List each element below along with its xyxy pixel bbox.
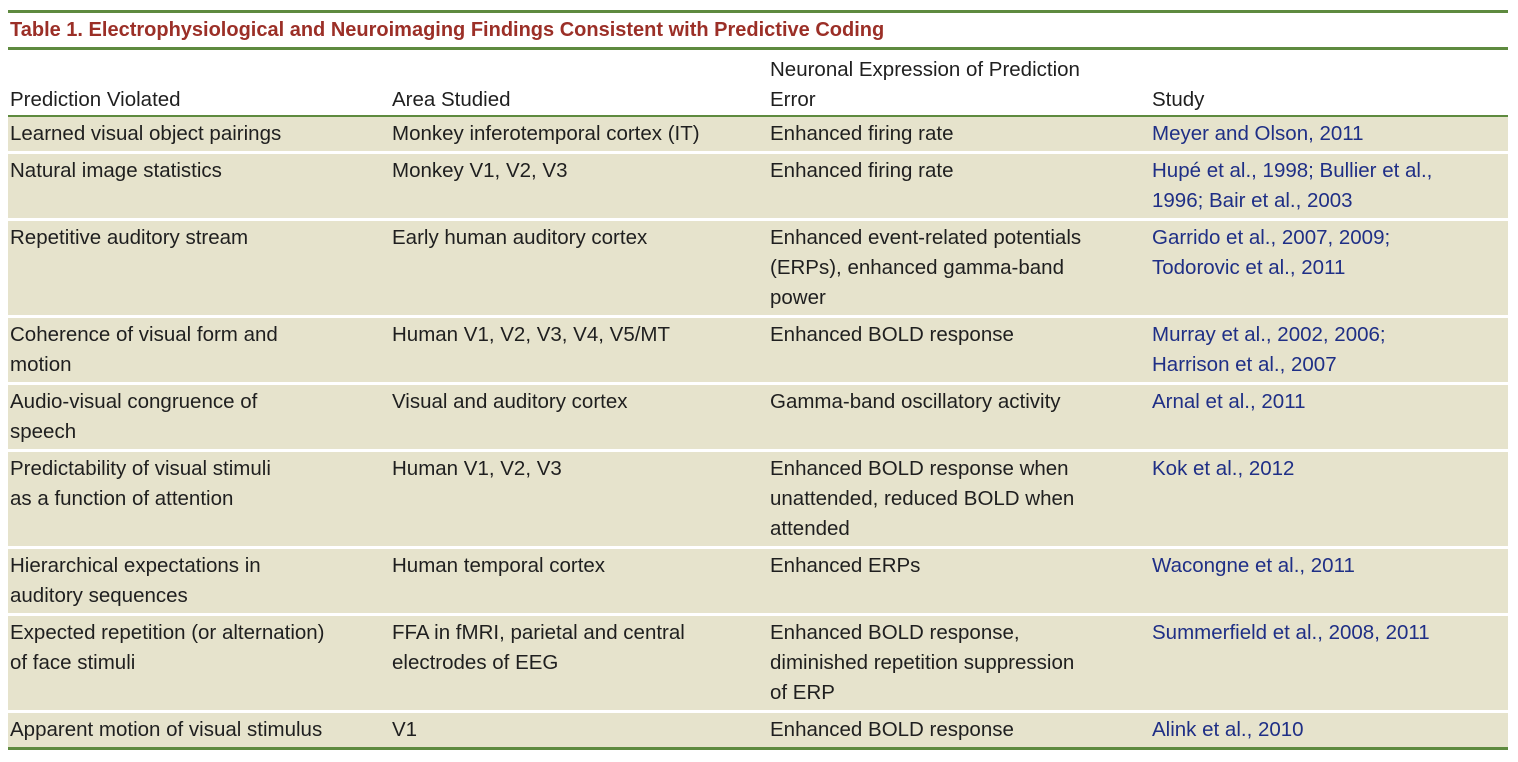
cell-neuronal-expression: Enhanced BOLD response when unattended, … <box>768 450 1150 549</box>
cell-prediction-violated: Repetitive auditory stream <box>8 219 390 318</box>
cell-prediction-violated: Hierarchical expectations in auditory se… <box>8 547 390 616</box>
table-header: Prediction Violated Area Studied Neurona… <box>8 50 1508 117</box>
citation-link[interactable]: Arnal et al., 2011 <box>1150 383 1508 452</box>
cell-prediction-violated: Natural image statistics <box>8 152 390 221</box>
table-body: Learned visual object pairings Monkey in… <box>8 116 1508 750</box>
cell-prediction-violated: Learned visual object pairings <box>8 116 390 154</box>
caption-rule <box>8 47 1508 50</box>
top-rule <box>8 10 1508 13</box>
column-header-study: Study <box>1150 50 1508 117</box>
citation-link[interactable]: Wacongne et al., 2011 <box>1150 547 1508 616</box>
cell-neuronal-expression: Enhanced BOLD response <box>768 316 1150 385</box>
cell-prediction-violated: Predictability of visual stimuli as a fu… <box>8 450 390 549</box>
cell-area-studied: Monkey V1, V2, V3 <box>390 152 768 221</box>
cell-area-studied: Human V1, V2, V3 <box>390 450 768 549</box>
table-row: Learned visual object pairings Monkey in… <box>8 116 1508 154</box>
cell-neuronal-expression: Enhanced event-related potentials (ERPs)… <box>768 219 1150 318</box>
cell-prediction-violated: Expected repetition (or alternation) of … <box>8 614 390 713</box>
findings-table: Prediction Violated Area Studied Neurona… <box>8 50 1508 750</box>
cell-area-studied: Monkey inferotemporal cortex (IT) <box>390 116 768 154</box>
table-row: Coherence of visual form and motion Huma… <box>8 316 1508 385</box>
cell-neuronal-expression: Enhanced firing rate <box>768 116 1150 154</box>
table-row: Natural image statistics Monkey V1, V2, … <box>8 152 1508 221</box>
table-caption: Table 1. Electrophysiological and Neuroi… <box>10 19 885 41</box>
cell-prediction-violated: Audio-visual congruence of speech <box>8 383 390 452</box>
table-row: Expected repetition (or alternation) of … <box>8 614 1508 713</box>
citation-link[interactable]: Murray et al., 2002, 2006; Harrison et a… <box>1150 316 1508 385</box>
header-row: Prediction Violated Area Studied Neurona… <box>8 50 1508 117</box>
cell-neuronal-expression: Enhanced firing rate <box>768 152 1150 221</box>
citation-link[interactable]: Garrido et al., 2007, 2009; Todorovic et… <box>1150 219 1508 318</box>
table-row: Apparent motion of visual stimulus V1 En… <box>8 711 1508 750</box>
citation-link[interactable]: Alink et al., 2010 <box>1150 711 1508 750</box>
citation-link[interactable]: Kok et al., 2012 <box>1150 450 1508 549</box>
citation-link[interactable]: Hupé et al., 1998; Bullier et al., 1996;… <box>1150 152 1508 221</box>
column-header-prediction-violated: Prediction Violated <box>8 50 390 117</box>
cell-area-studied: Human V1, V2, V3, V4, V5/MT <box>390 316 768 385</box>
table-row: Hierarchical expectations in auditory se… <box>8 547 1508 616</box>
cell-area-studied: Human temporal cortex <box>390 547 768 616</box>
cell-prediction-violated: Coherence of visual form and motion <box>8 316 390 385</box>
table-row: Predictability of visual stimuli as a fu… <box>8 450 1508 549</box>
citation-link[interactable]: Summerfield et al., 2008, 2011 <box>1150 614 1508 713</box>
cell-neuronal-expression: Enhanced ERPs <box>768 547 1150 616</box>
column-header-neuronal-expression: Neuronal Expression of Prediction Error <box>768 50 1150 117</box>
citation-link[interactable]: Meyer and Olson, 2011 <box>1150 116 1508 154</box>
table-row: Audio-visual congruence of speech Visual… <box>8 383 1508 452</box>
cell-prediction-violated: Apparent motion of visual stimulus <box>8 711 390 750</box>
cell-neuronal-expression: Enhanced BOLD response <box>768 711 1150 750</box>
cell-area-studied: Early human auditory cortex <box>390 219 768 318</box>
findings-table-container: Table 1. Electrophysiological and Neuroi… <box>8 10 1508 750</box>
cell-neuronal-expression: Gamma-band oscillatory activity <box>768 383 1150 452</box>
cell-area-studied: Visual and auditory cortex <box>390 383 768 452</box>
cell-area-studied: V1 <box>390 711 768 750</box>
column-header-area-studied: Area Studied <box>390 50 768 117</box>
cell-neuronal-expression: Enhanced BOLD response, diminished repet… <box>768 614 1150 713</box>
cell-area-studied: FFA in fMRI, parietal and central electr… <box>390 614 768 713</box>
table-row: Repetitive auditory stream Early human a… <box>8 219 1508 318</box>
